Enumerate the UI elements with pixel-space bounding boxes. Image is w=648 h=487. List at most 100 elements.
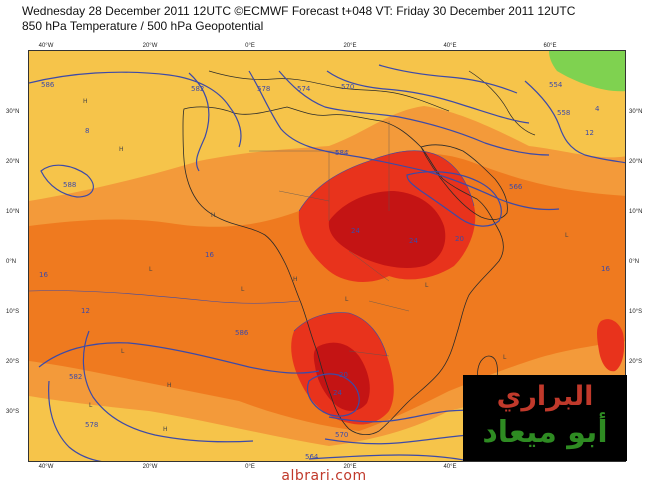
cold-region-green: [549, 51, 625, 92]
lat-tick-0n-left: 0°N: [6, 259, 17, 265]
label-temp-24b: 24: [409, 237, 418, 245]
svg-text:H: H: [293, 276, 298, 283]
logo-word-top: البراري: [496, 381, 594, 412]
label-570: 570: [341, 83, 354, 91]
svg-text:H: H: [119, 146, 124, 153]
label-566: 566: [509, 183, 523, 191]
lon-tick-40w-top: 40°W: [38, 43, 54, 49]
svg-text:L: L: [241, 286, 245, 293]
coastline-arabia: [420, 144, 508, 221]
lon-tick-20w-top: 20°W: [142, 43, 158, 49]
map-canvas: 586 582 578 574 570 584 588 566 586 582 …: [29, 51, 625, 461]
contour-570: [326, 70, 530, 124]
contour-584: [248, 70, 560, 211]
lon-tick-0e-top: 0°E: [245, 43, 255, 49]
forecast-subtitle: 850 hPa Temperature / 500 hPa Geopotenti…: [22, 19, 264, 33]
label-558: 558: [557, 109, 570, 117]
lat-tick-30n-right: 30°N: [629, 109, 643, 115]
label-temp-16c: 16: [601, 265, 610, 273]
svg-text:L: L: [121, 348, 125, 355]
contour-570-south: [324, 434, 470, 445]
contour-labels: 586 582 578 574 570 584 588 566 586 582 …: [39, 81, 610, 461]
logo-word-bottom: أبو ميعاد: [482, 415, 608, 450]
label-temp-12: 12: [81, 307, 90, 315]
label-temp-24: 24: [351, 227, 360, 235]
lat-tick-10n-left: 10°N: [6, 209, 20, 215]
site-footer-link[interactable]: albrari.com: [281, 468, 367, 484]
svg-text:L: L: [425, 282, 429, 289]
forecast-map: 586 582 578 574 570 584 588 566 586 582 …: [28, 50, 626, 462]
label-temp-8: 8: [85, 127, 89, 135]
lon-tick-0e-bottom: 0°E: [245, 464, 255, 470]
lon-tick-40w-bottom: 40°W: [38, 464, 54, 470]
temperature-band-deep: [29, 153, 625, 431]
label-584: 584: [335, 149, 349, 157]
label-temp-20: 20: [455, 235, 464, 243]
contour-588-south: [306, 373, 360, 417]
contour-576-south: [48, 380, 103, 461]
contour-574: [524, 80, 625, 164]
hot-core-north-africa: [328, 191, 446, 268]
lat-tick-10s-right: 10°S: [629, 309, 643, 315]
label-temp-24c: 24: [333, 389, 342, 397]
lat-tick-30s-left: 30°S: [6, 409, 20, 415]
label-586: 586: [41, 81, 55, 89]
label-574: 574: [297, 85, 311, 93]
coastline-mediterranean: [208, 70, 450, 112]
label-temp-16b: 16: [205, 251, 214, 259]
svg-text:L: L: [149, 266, 153, 273]
svg-text:L: L: [503, 354, 507, 361]
label-temp-4: 4: [595, 105, 600, 113]
lat-tick-0n-right: 0°N: [629, 259, 640, 265]
lat-tick-30n-left: 30°N: [6, 109, 20, 115]
country-borders: [249, 121, 410, 357]
label-temp-12b: 12: [585, 129, 594, 137]
temperature-contours: [29, 150, 475, 357]
contour-582: [188, 72, 210, 172]
contour-578: [278, 70, 550, 156]
contour-588-arabia: [406, 171, 502, 227]
svg-text:L: L: [89, 402, 93, 409]
coastline-middle-east: [468, 70, 536, 136]
svg-text:H: H: [167, 382, 172, 389]
svg-text:H: H: [83, 98, 88, 105]
lat-tick-20n-right: 20°N: [629, 159, 643, 165]
label-temp-20b: 20: [339, 371, 348, 379]
label-578: 578: [257, 85, 270, 93]
label-578-south: 578: [85, 421, 98, 429]
contour-586-south: [38, 342, 320, 374]
lon-tick-20e-bottom: 20°E: [343, 464, 357, 470]
lon-tick-60e-top: 60°E: [543, 43, 557, 49]
coastline-africa: [182, 106, 504, 435]
hot-patch-east: [597, 319, 625, 372]
svg-text:L: L: [565, 232, 569, 239]
lat-tick-20n-left: 20°N: [6, 159, 20, 165]
contour-586: [29, 71, 242, 148]
lon-tick-40e-bottom: 40°E: [443, 464, 457, 470]
svg-text:H: H: [163, 426, 168, 433]
label-586-south: 586: [235, 329, 249, 337]
label-570-south: 570: [335, 431, 348, 439]
lon-tick-40e-top: 40°E: [443, 43, 457, 49]
forecast-title: Wednesday 28 December 2011 12UTC ©ECMWF …: [22, 4, 576, 18]
lat-tick-20s-left: 20°S: [6, 359, 20, 365]
label-582: 582: [191, 85, 204, 93]
label-588: 588: [63, 181, 76, 189]
lon-tick-20e-top: 20°E: [343, 43, 357, 49]
watermark-logo: البراري أبو ميعاد: [463, 375, 627, 461]
label-temp-16: 16: [39, 271, 48, 279]
contour-582-south: [82, 330, 254, 443]
lat-tick-20s-right: 20°S: [629, 359, 643, 365]
label-564-south: 564: [305, 453, 319, 461]
lon-tick-20w-bottom: 20°W: [142, 464, 158, 470]
label-582-south: 582: [69, 373, 82, 381]
lat-tick-10s-left: 10°S: [6, 309, 20, 315]
contour-564-south: [308, 454, 470, 461]
lat-tick-10n-right: 10°N: [629, 209, 643, 215]
pressure-markers: H H H L L H L L H H L L L L H: [83, 98, 569, 433]
svg-text:H: H: [211, 212, 216, 219]
geopotential-contours: [29, 64, 625, 461]
svg-text:L: L: [345, 296, 349, 303]
contour-562: [378, 64, 518, 94]
contour-588-closed: [40, 164, 94, 198]
